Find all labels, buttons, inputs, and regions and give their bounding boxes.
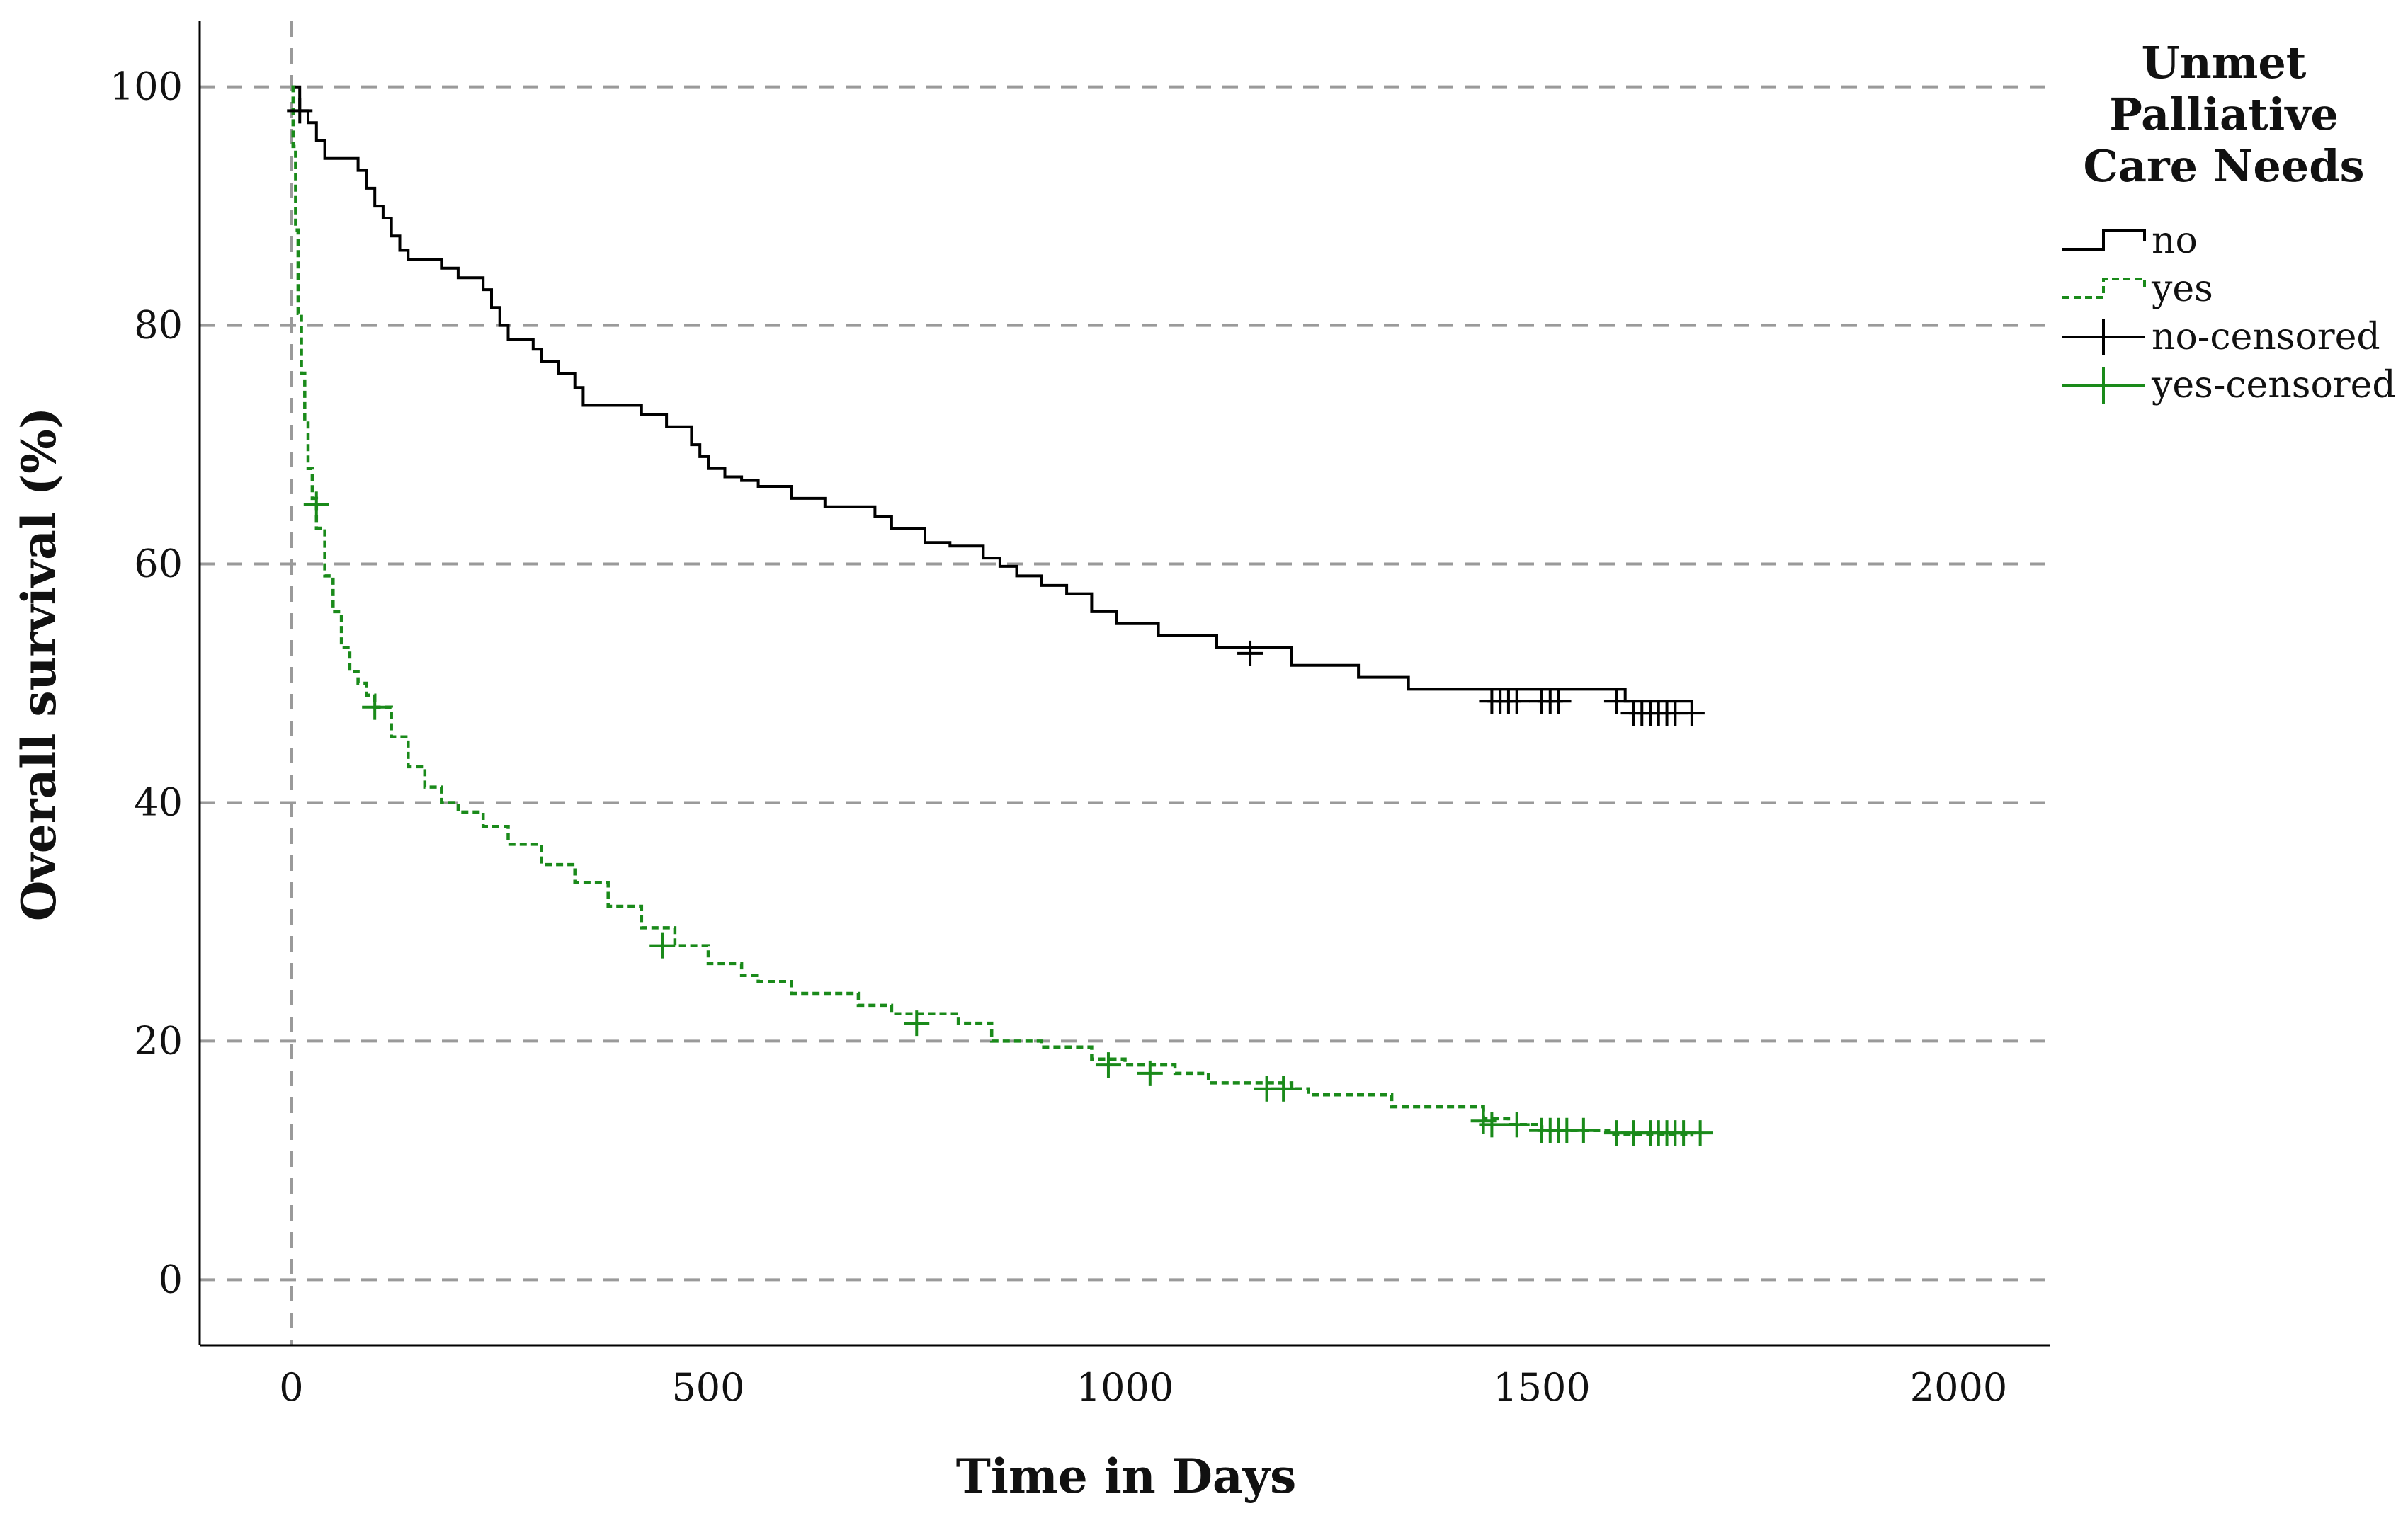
censored-markers <box>287 98 1713 1146</box>
legend-title-line-3: Care Needs <box>2083 140 2364 192</box>
y-tick-label: 0 <box>159 1257 183 1301</box>
legend-label: yes <box>2151 268 2213 310</box>
legend-label: no <box>2152 219 2198 262</box>
legend-entry-no: no <box>2062 219 2198 262</box>
legend: Unmet Palliative Care Needs no yes no-cens… <box>2062 37 2396 406</box>
censor-mark-yes <box>362 694 388 720</box>
x-tick-label: 1000 <box>1077 1365 1174 1410</box>
censor-mark-no <box>1237 640 1263 666</box>
censor-mark-no <box>1545 688 1572 714</box>
legend-title-line-2: Palliative <box>2109 89 2339 140</box>
censor-mark-yes <box>1570 1117 1596 1143</box>
x-tick-label: 2000 <box>1910 1365 2007 1410</box>
censor-mark-no <box>1603 688 1630 714</box>
censor-mark-yes <box>1137 1060 1163 1086</box>
x-tick-label: 1500 <box>1493 1365 1590 1410</box>
legend-label: yes-censored <box>2151 364 2396 406</box>
series-line-yes <box>291 85 1694 1137</box>
x-tick-label: 0 <box>279 1365 303 1410</box>
legend-swatch <box>2062 319 2145 355</box>
series-line-no <box>291 85 1693 714</box>
y-tick-label: 40 <box>134 780 183 824</box>
legend-swatch <box>2062 229 2146 251</box>
censor-mark-no <box>287 98 313 124</box>
legend-label: no-censored <box>2152 316 2380 358</box>
x-axis-title: Time in Days <box>956 1449 1297 1504</box>
censor-mark-yes <box>1095 1052 1121 1078</box>
y-tick-label: 60 <box>134 542 183 586</box>
y-tick-label: 100 <box>110 64 183 109</box>
censor-mark-yes <box>303 491 329 518</box>
legend-entry-yes-censored: yes-censored <box>2062 364 2396 406</box>
censor-mark-yes <box>1271 1076 1297 1102</box>
censor-mark-yes <box>1479 1112 1505 1138</box>
legend-title-line-1: Unmet <box>2142 37 2307 89</box>
legend-swatch <box>2062 367 2145 404</box>
x-tick-label: 500 <box>671 1365 744 1410</box>
censor-mark-yes <box>1687 1120 1713 1146</box>
legend-entry-no-censored: no-censored <box>2062 316 2380 358</box>
survival-curves <box>291 85 1694 1137</box>
gridlines <box>200 21 2050 1345</box>
censor-mark-yes <box>904 1010 930 1037</box>
censor-mark-yes <box>649 932 676 959</box>
censor-mark-no <box>1504 688 1530 714</box>
y-tick-label: 20 <box>134 1018 183 1063</box>
legend-swatch <box>2062 278 2146 299</box>
legend-entry-yes: yes <box>2062 268 2213 310</box>
censor-mark-yes <box>1504 1112 1530 1138</box>
axes <box>198 21 2050 1347</box>
y-tick-label: 80 <box>134 303 183 348</box>
y-axis-title: Overall survival (%) <box>11 407 67 921</box>
censor-mark-no <box>1679 700 1705 726</box>
legend-entries: no yes no-censored yes-censored <box>2062 219 2396 406</box>
